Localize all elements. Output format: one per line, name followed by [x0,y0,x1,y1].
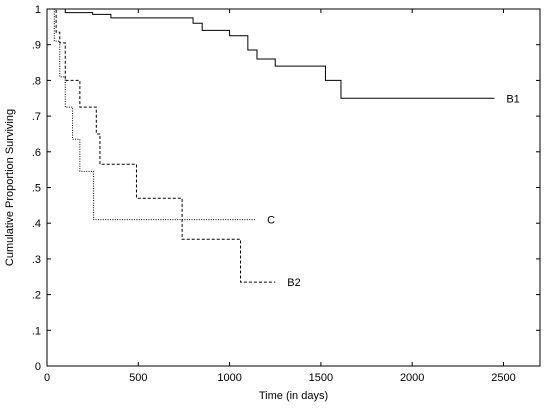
series-line-c [47,8,256,221]
plot-border [46,8,541,367]
x-tick-label: 2000 [400,372,424,384]
y-axis-label: Cumulative Proportion Surviving [4,109,16,266]
y-tick-label: .2 [32,290,41,302]
y-tick-label: 0 [35,361,41,373]
y-tick-label: 1 [35,4,41,16]
y-tick-label: .9 [32,40,41,52]
y-axis: 0 .1 .2 .3 .4 .5 .6 .7 .8 .9 1 [32,4,540,373]
x-tick-label: 1500 [309,372,333,384]
x-axis: 0 500 1000 1500 2000 2500 [44,9,516,384]
y-tick-label: .1 [32,325,41,337]
y-tick-label: .3 [32,254,41,266]
x-tick-label: 0 [44,372,50,384]
x-axis-label: Time (in days) [259,390,328,402]
series-label-b1: B1 [506,93,519,105]
y-tick-label: .5 [32,183,41,195]
plot-frame [46,8,541,367]
series-label-layer: B1 B2 C [267,93,520,289]
x-tick-label: 2500 [491,372,515,384]
y-tick-label: .6 [32,147,41,159]
series-line-b1 [47,8,495,99]
x-tick-label: 500 [129,372,147,384]
y-tick-label: .7 [32,111,41,123]
series-layer [47,8,495,283]
y-tick-label: .4 [32,218,41,230]
series-line-b2 [47,8,276,283]
series-label-b2: B2 [287,277,300,289]
y-tick-label: .8 [32,75,41,87]
x-tick-label: 1000 [217,372,241,384]
series-label-c: C [267,215,275,227]
